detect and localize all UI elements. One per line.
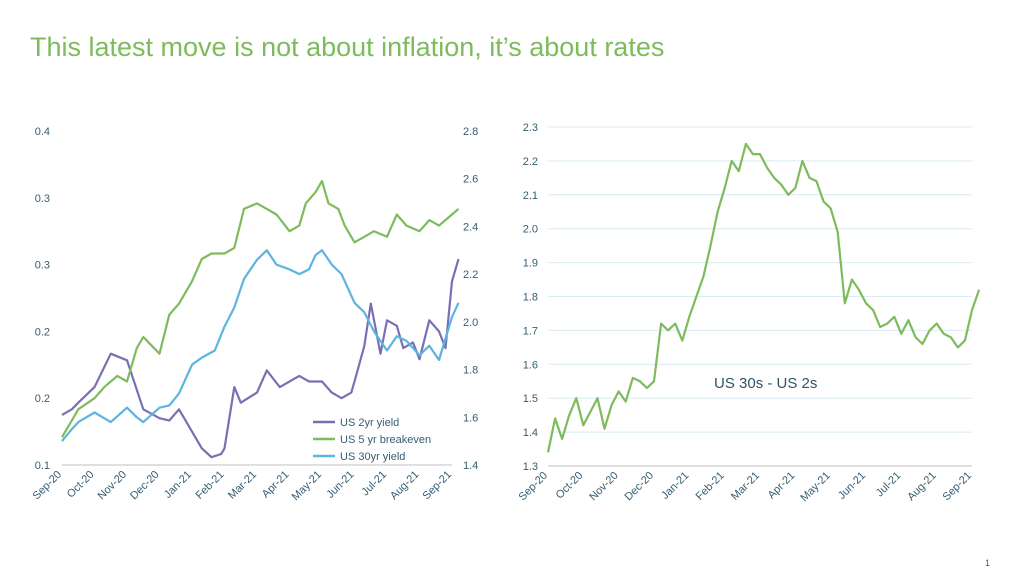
slide-title: This latest move is not about inflation,…	[30, 32, 665, 62]
y-tick-label: 2.2	[523, 156, 538, 168]
y-tick-label: 1.6	[523, 359, 538, 371]
series-line-us-30yr-yield	[61, 249, 460, 442]
x-tick-label: Sep-21	[941, 470, 975, 504]
legend-label: US 30yr yield	[340, 451, 405, 463]
y-right-tick-label: 2.6	[463, 174, 478, 186]
x-tick-label: Mar-21	[729, 470, 762, 503]
y-right-tick-label: 2.8	[463, 126, 478, 138]
y-right-tick-label: 2.2	[463, 269, 478, 281]
y-left-tick-label: 0.2	[35, 326, 50, 338]
y-left-tick-label: 0.3	[35, 260, 50, 272]
x-tick-label: Jun-21	[836, 470, 868, 502]
y-tick-label: 2.1	[523, 190, 538, 202]
series-line-us-2yr-yield	[61, 258, 460, 459]
legend-label: US 5 yr breakeven	[340, 434, 431, 446]
y-tick-label: 2.0	[523, 224, 538, 236]
chart-annotation: US 30s - US 2s	[714, 375, 817, 392]
y-tick-label: 1.8	[523, 292, 538, 304]
y-right-tick-label: 1.8	[463, 365, 478, 377]
y-right-tick-label: 1.6	[463, 412, 478, 424]
y-tick-label: 1.7	[523, 325, 538, 337]
page-number: 1	[984, 558, 990, 568]
y-left-tick-label: 0.1	[35, 460, 50, 472]
x-tick-label: May-21	[798, 470, 832, 504]
legend-label: US 2yr yield	[340, 417, 399, 429]
y-tick-label: 1.5	[523, 393, 538, 405]
x-tick-label: Oct-20	[554, 470, 586, 502]
x-tick-label: Dec-20	[623, 470, 657, 504]
x-tick-label: Jan-21	[659, 470, 691, 502]
y-tick-label: 1.3	[523, 461, 538, 473]
x-tick-label: Feb-21	[694, 470, 727, 503]
x-tick-label: Aug-21	[905, 470, 939, 504]
series-line-us-30s-2s	[546, 142, 981, 453]
y-right-tick-label: 1.4	[463, 460, 478, 472]
y-right-tick-label: 2.4	[463, 221, 478, 233]
series-line-us-5-yr-breakeven	[61, 180, 460, 438]
y-left-tick-label: 0.4	[35, 126, 50, 138]
y-right-tick-label: 2.0	[463, 317, 478, 329]
x-tick-label: Apr-21	[766, 470, 798, 502]
y-tick-label: 1.4	[523, 427, 538, 439]
y-tick-label: 2.3	[523, 122, 538, 134]
x-tick-label: Sep-20	[517, 470, 551, 504]
x-tick-label: Jul-21	[874, 470, 904, 500]
x-tick-label: Nov-20	[587, 470, 621, 504]
y-left-tick-label: 0.2	[35, 393, 50, 405]
y-left-tick-label: 0.3	[35, 193, 50, 205]
y-tick-label: 1.9	[523, 258, 538, 270]
